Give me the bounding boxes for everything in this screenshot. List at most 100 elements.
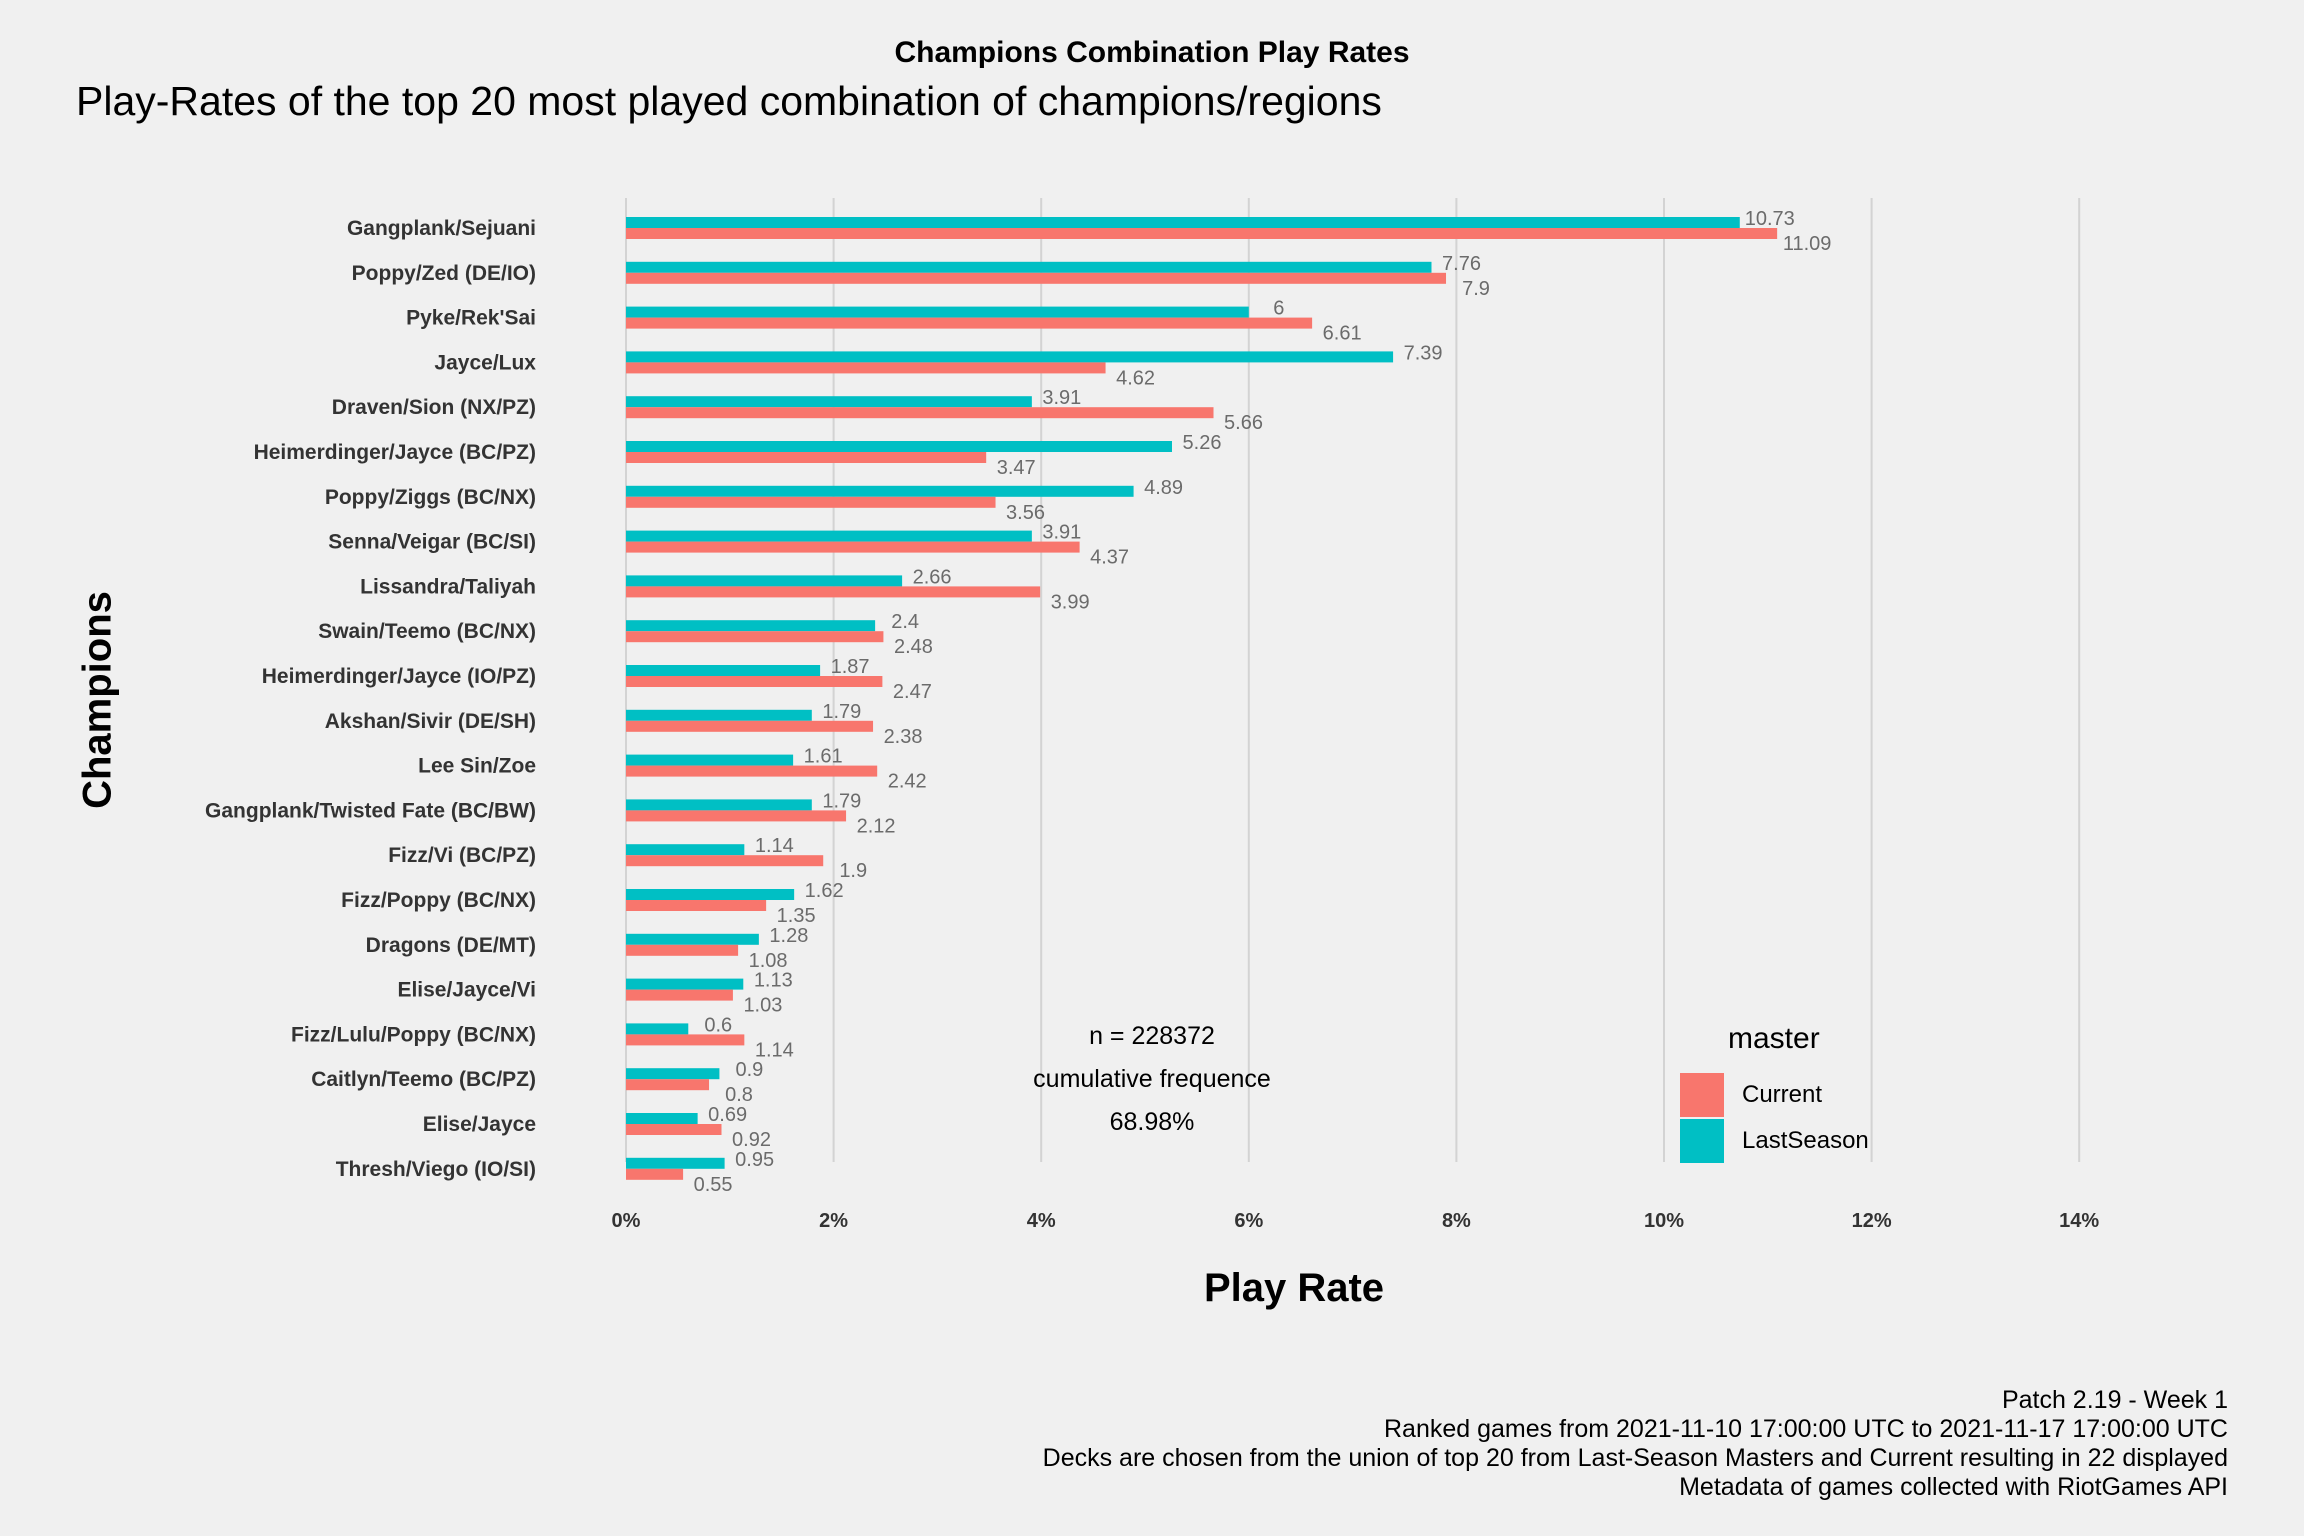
bar-current — [626, 720, 874, 732]
bar-lastseason — [626, 709, 812, 721]
value-label-lastseason: 3.91 — [1042, 522, 1081, 544]
annotation-n: n = 228372 — [1089, 1022, 1215, 1050]
bar-lastseason — [626, 1068, 720, 1080]
value-label-current: 0.55 — [694, 1174, 733, 1196]
x-tick-label: 10% — [1644, 1210, 1684, 1232]
value-label-lastseason: 1.79 — [822, 790, 861, 812]
value-label-lastseason: 7.39 — [1404, 342, 1443, 364]
value-label-current: 1.9 — [839, 860, 867, 882]
x-tick-label: 2% — [819, 1210, 848, 1232]
value-label-lastseason: 1.61 — [804, 746, 843, 768]
x-tick-label: 4% — [1027, 1210, 1056, 1232]
bar-lastseason — [626, 665, 821, 676]
legend: master — [1680, 1022, 1820, 1056]
value-label-lastseason: 10.73 — [1745, 208, 1795, 230]
value-label-current: 3.47 — [997, 457, 1036, 479]
value-label-current: 2.42 — [888, 771, 927, 793]
value-label-lastseason: 2.4 — [891, 611, 919, 633]
bar-lastseason — [626, 217, 1740, 228]
bar-current — [626, 362, 1106, 374]
value-label-current: 3.56 — [1006, 502, 1045, 524]
x-tick-label: 14% — [2059, 1210, 2099, 1232]
category-label: Gangplank/Sejuani — [347, 217, 536, 240]
category-label: Draven/Sion (NX/PZ) — [332, 396, 536, 419]
bar-current — [626, 496, 996, 508]
value-label-current: 0.8 — [725, 1084, 753, 1106]
category-label: Gangplank/Twisted Fate (BC/BW) — [205, 799, 536, 822]
value-label-current: 1.03 — [743, 995, 782, 1017]
value-label-current: 5.66 — [1224, 412, 1263, 434]
bar-lastseason — [626, 844, 745, 856]
value-label-lastseason: 1.13 — [754, 970, 793, 992]
value-label-lastseason: 1.87 — [831, 656, 870, 678]
category-label: Thresh/Viego (IO/SI) — [336, 1158, 536, 1181]
value-label-lastseason: 1.62 — [805, 880, 844, 902]
bar-lastseason — [626, 530, 1032, 542]
caption-line: Ranked games from 2021-11-10 17:00:00 UT… — [1383, 1415, 2228, 1443]
bar-lastseason — [626, 306, 1249, 318]
bar-current — [626, 676, 883, 687]
value-label-lastseason: 1.79 — [822, 701, 861, 723]
category-label: Dragons (DE/MT) — [366, 934, 536, 957]
legend-swatch-current — [1680, 1073, 1724, 1117]
bar-current — [626, 586, 1041, 598]
x-axis-title: Play Rate — [1203, 1266, 1385, 1310]
bar-current — [626, 407, 1214, 419]
category-label: Elise/Jayce/Vi — [397, 979, 536, 1002]
bar-current — [626, 272, 1447, 284]
x-tick-labels: 0% 2% 4% 6% 8% 10% 12% 14% — [612, 1210, 2100, 1232]
bar-current — [626, 944, 739, 956]
value-label-current: 1.14 — [755, 1039, 794, 1061]
bar-current — [626, 900, 767, 911]
value-label-current: 2.38 — [884, 726, 923, 748]
category-label: Fizz/Vi (BC/PZ) — [388, 844, 536, 867]
category-label: Swain/Teemo (BC/NX) — [318, 620, 536, 643]
bar-lastseason — [626, 485, 1134, 497]
bar-lastseason — [626, 799, 812, 811]
bar-current — [626, 541, 1080, 553]
value-labels: 10.73 11.09 7.76 7.9 6 6.61 7.39 4.62 3.91 5.665.… — [694, 208, 1832, 1196]
value-label-current: 6.61 — [1323, 323, 1362, 345]
legend-swatch-lastseason — [1680, 1119, 1724, 1163]
category-label: Akshan/Sivir (DE/SH) — [325, 710, 536, 733]
value-label-current: 11.09 — [1783, 233, 1832, 255]
bar-current — [626, 1034, 745, 1046]
bar-current — [626, 1168, 684, 1180]
bar-current — [626, 317, 1313, 329]
chart-subtitle: Play-Rates of the top 20 most played com… — [76, 78, 1382, 124]
bar-lastseason — [626, 754, 794, 766]
bar-lastseason — [626, 261, 1432, 273]
bar-lastseason — [626, 441, 1172, 452]
caption-line: Patch 2.19 - Week 1 — [2001, 1386, 2228, 1414]
category-label: Heimerdinger/Jayce (IO/PZ) — [262, 665, 536, 688]
chart-title: Champions Combination Play Rates — [894, 36, 1410, 69]
legend-title: master — [1728, 1022, 1820, 1055]
value-label-lastseason: 2.66 — [913, 566, 952, 588]
caption-line: Decks are chosen from the union of top 2… — [1042, 1444, 2228, 1472]
bar-current — [626, 1124, 722, 1135]
category-label: Poppy/Ziggs (BC/NX) — [325, 486, 536, 509]
bar-lastseason — [626, 1157, 725, 1169]
category-label: Senna/Veigar (BC/SI) — [328, 531, 536, 554]
value-label-current: 4.37 — [1090, 547, 1129, 569]
bar-current — [626, 855, 824, 867]
value-label-lastseason: 4.89 — [1144, 477, 1183, 499]
category-label: Caitlyn/Teemo (BC/PZ) — [311, 1068, 536, 1091]
category-labels: Gangplank/Sejuani Poppy/Zed (DE/IO) Pyke/R… — [205, 217, 536, 1181]
value-label-current: 2.12 — [857, 815, 896, 837]
legend-label-current: Current — [1742, 1081, 1823, 1108]
value-label-lastseason: 6 — [1273, 298, 1284, 320]
value-label-lastseason: 1.14 — [755, 835, 794, 857]
bar-lastseason — [626, 978, 744, 990]
caption-line: Metadata of games collected with RiotGam… — [1679, 1473, 2228, 1501]
value-label-current: 2.48 — [894, 636, 933, 658]
caption: Patch 2.19 - Week 1 Ranked games from 20… — [1043, 1386, 2228, 1502]
value-label-current: 3.99 — [1051, 591, 1090, 613]
x-tick-label: 6% — [1234, 1210, 1263, 1232]
bar-current — [626, 452, 987, 463]
bar-lastseason — [626, 1113, 698, 1124]
value-label-current: 1.08 — [749, 950, 788, 972]
bar-current — [626, 810, 847, 822]
value-label-current: 7.9 — [1462, 278, 1490, 300]
